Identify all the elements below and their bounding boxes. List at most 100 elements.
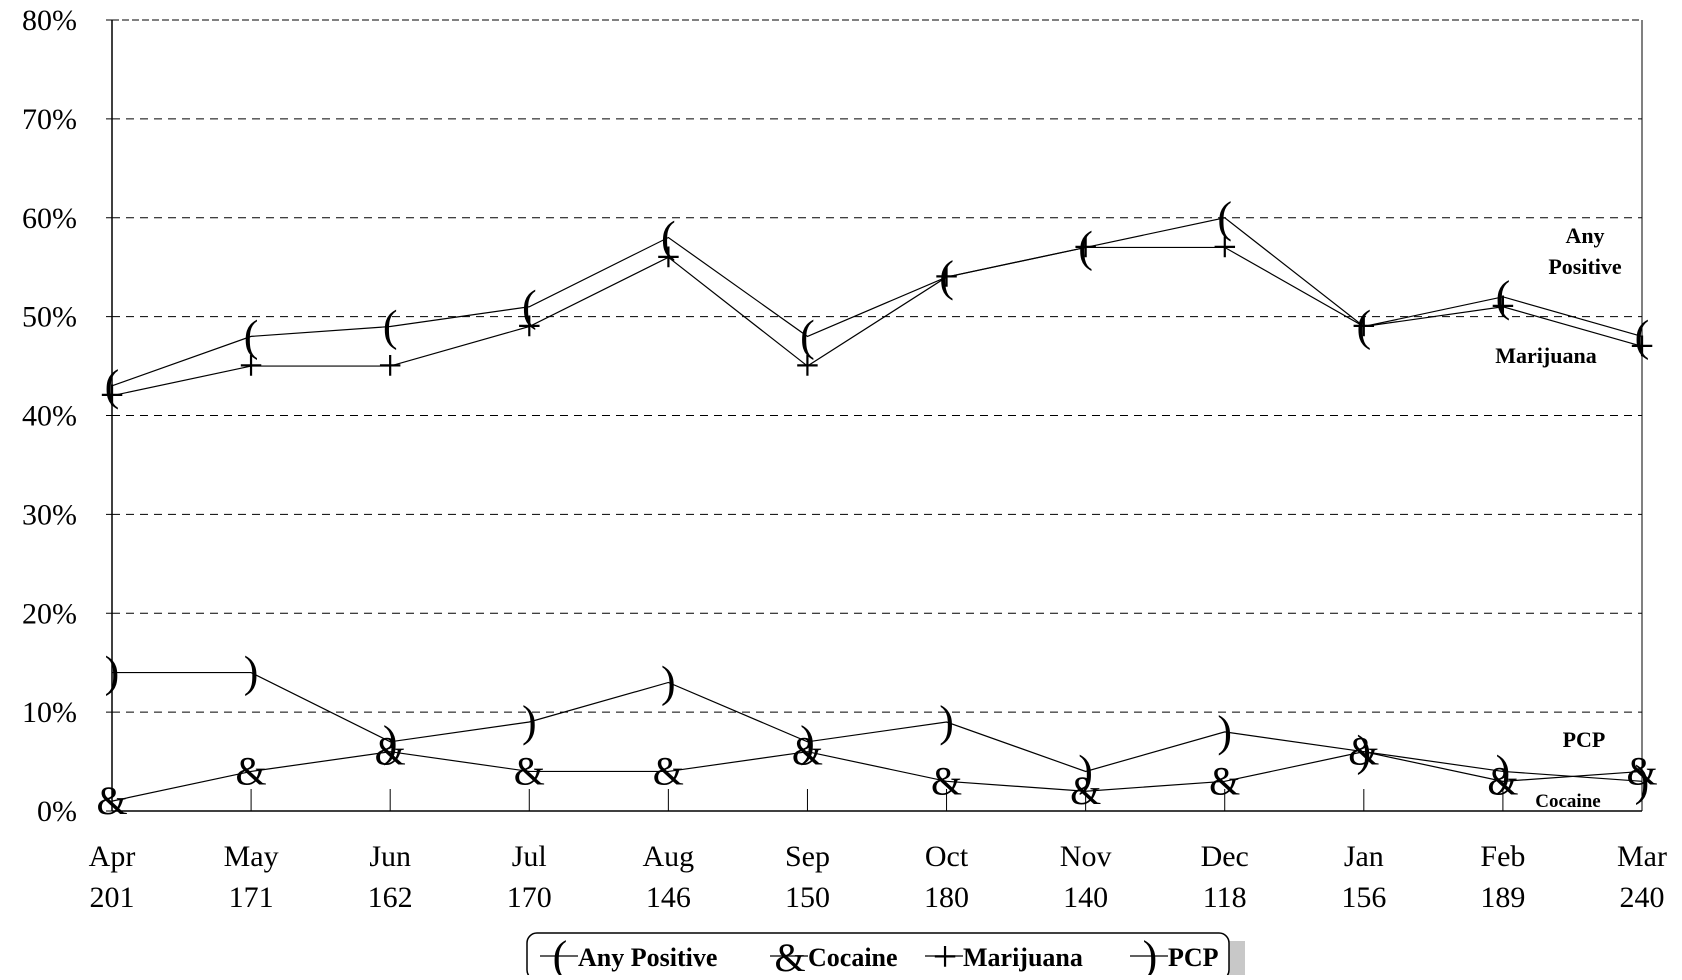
y-tick-label: 50% <box>22 301 77 334</box>
x-count-label: 170 <box>507 881 552 914</box>
x-count-label: 118 <box>1203 881 1247 914</box>
data-point-any-positive: ( <box>800 311 815 360</box>
x-tick-label: Jul <box>512 840 547 873</box>
data-point-cocaine: & <box>236 748 267 793</box>
series-line-cocaine <box>111 751 1643 802</box>
y-tick-label: 80% <box>22 4 77 37</box>
data-point-marijuana: + <box>378 341 403 390</box>
data-point-pcp: ) <box>244 648 259 697</box>
legend-marker-marijuana: + <box>933 932 958 975</box>
data-point-pcp: ) <box>1635 756 1650 805</box>
legend-marker-any-positive: ( <box>553 932 568 975</box>
data-point-marijuana: + <box>1073 222 1098 271</box>
data-point-any-positive: ( <box>1635 311 1650 360</box>
data-point-any-positive: ( <box>1356 302 1371 351</box>
y-tick-label: 60% <box>22 202 77 235</box>
data-point-pcp: ) <box>939 697 954 746</box>
data-point-pcp: ) <box>1356 727 1371 776</box>
series-lines <box>111 217 1643 802</box>
legend-box <box>526 932 1230 980</box>
x-tick-label: Jun <box>369 840 411 873</box>
x-tick-label: Jan <box>1344 840 1384 873</box>
legend-marker-pcp: ) <box>1143 932 1158 975</box>
annotation-cocaine: Cocaine <box>1535 791 1600 812</box>
x-tick-label: Mar <box>1617 840 1667 873</box>
y-tick-label: 30% <box>22 498 77 531</box>
data-point-pcp: ) <box>1496 746 1511 795</box>
gridlines <box>112 19 1642 713</box>
data-point-marijuana: + <box>795 341 820 390</box>
data-point-marijuana: + <box>517 302 542 351</box>
annotations: Any Positive Marijuana PCP Cocaine <box>1495 223 1622 812</box>
annotation-any-positive-line1: Any <box>1565 223 1604 248</box>
x-count-label: 171 <box>229 881 274 914</box>
data-point-pcp: ) <box>522 697 537 746</box>
legend-label-any-positive: Any Positive <box>578 943 717 972</box>
series-markers: ((((((((((((& & & & & & & & & & & & + + + + + + + + + + + +))))… <box>96 193 1657 823</box>
data-point-marijuana: + <box>656 232 681 281</box>
y-tick-label: 20% <box>22 597 77 630</box>
data-point-cocaine: & <box>96 778 127 823</box>
data-point-cocaine: & <box>1626 748 1657 793</box>
data-point-pcp: ) <box>383 717 398 766</box>
x-tick-label: Dec <box>1201 840 1249 873</box>
x-tick-label: Feb <box>1480 840 1525 873</box>
data-point-cocaine: & <box>1070 768 1101 813</box>
x-count-label: 162 <box>368 881 413 914</box>
x-tick-label: Sep <box>785 840 830 873</box>
annotation-any-positive-line2: Positive <box>1548 254 1622 279</box>
data-point-cocaine: & <box>792 729 823 774</box>
data-point-any-positive: ( <box>1078 222 1093 271</box>
data-point-marijuana: + <box>934 252 959 301</box>
data-point-any-positive: ( <box>661 213 676 262</box>
data-point-pcp: ) <box>800 717 815 766</box>
data-point-cocaine: & <box>514 748 545 793</box>
legend-marker-cocaine: & <box>774 935 805 975</box>
annotation-marijuana: Marijuana <box>1495 343 1596 368</box>
data-point-marijuana: + <box>1351 302 1376 351</box>
axes: 0% 10% 20% 30% 40% 50% 60% 70% 80% Apr 201 May 171 Ju… <box>22 4 1667 914</box>
legend: (Any Positive & Cocaine + Marijuana) PCP <box>526 932 1245 980</box>
x-tick-label: Apr <box>89 840 136 873</box>
x-count-label: 240 <box>1620 881 1665 914</box>
legend-label-marijuana: Marijuana <box>963 943 1083 972</box>
x-tick-label: Nov <box>1060 840 1112 873</box>
data-point-pcp: ) <box>1078 746 1093 795</box>
y-tick-label: 40% <box>22 400 77 433</box>
x-count-label: 140 <box>1063 881 1108 914</box>
legend-label-pcp: PCP <box>1168 943 1219 972</box>
y-tick-label: 0% <box>37 795 77 828</box>
data-point-cocaine: & <box>375 729 406 774</box>
data-point-any-positive: ( <box>1217 193 1232 242</box>
data-point-pcp: ) <box>105 648 120 697</box>
x-tick-label: Aug <box>643 840 695 873</box>
x-count-label: 180 <box>924 881 969 914</box>
data-point-any-positive: ( <box>383 302 398 351</box>
data-point-pcp: ) <box>1217 707 1232 756</box>
series-line-any-positive <box>111 217 1643 387</box>
data-point-marijuana: + <box>1490 282 1515 331</box>
x-count-label: 201 <box>90 881 135 914</box>
data-point-pcp: ) <box>661 657 676 706</box>
data-point-any-positive: ( <box>105 361 120 410</box>
series-line-pcp <box>112 671 1643 782</box>
data-point-any-positive: ( <box>522 282 537 331</box>
data-point-cocaine: & <box>653 748 684 793</box>
data-point-cocaine: & <box>931 758 962 803</box>
x-tick-label: Oct <box>925 840 969 873</box>
data-point-marijuana: + <box>239 341 264 390</box>
y-tick-label: 70% <box>22 103 77 136</box>
data-point-any-positive: ( <box>1496 272 1511 321</box>
y-tick-label: 10% <box>22 696 77 729</box>
data-point-any-positive: ( <box>244 311 259 360</box>
data-point-marijuana: + <box>100 371 125 420</box>
data-point-marijuana: + <box>1630 321 1655 370</box>
x-count-label: 189 <box>1480 881 1525 914</box>
x-tick-label: May <box>224 840 279 873</box>
data-point-cocaine: & <box>1209 758 1240 803</box>
data-point-cocaine: & <box>1487 758 1518 803</box>
x-count-label: 156 <box>1341 881 1386 914</box>
data-point-marijuana: + <box>1212 222 1237 271</box>
x-count-label: 150 <box>785 881 830 914</box>
